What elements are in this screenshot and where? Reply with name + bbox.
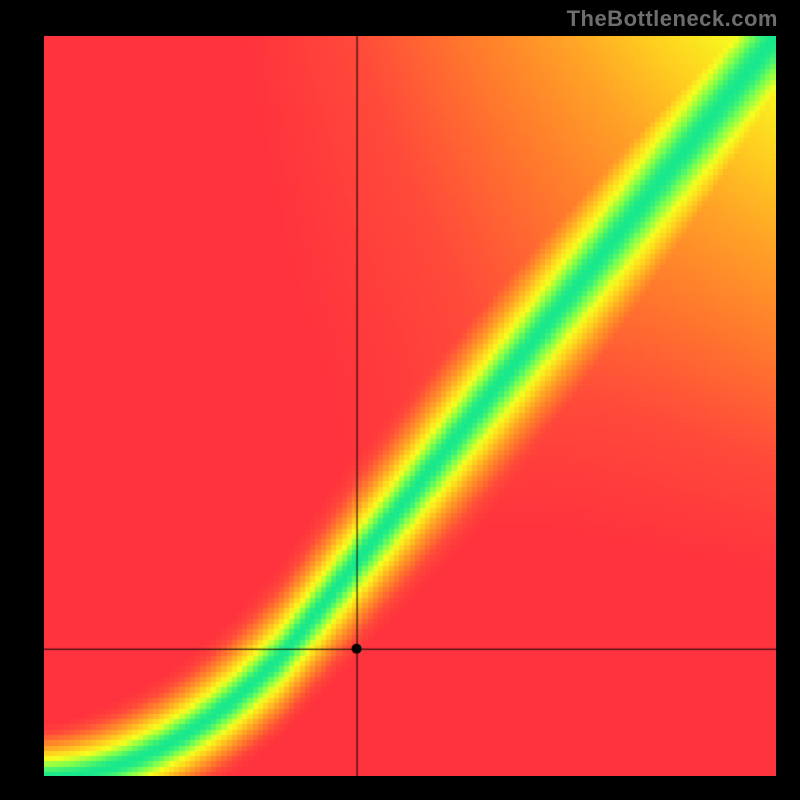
watermark-text: TheBottleneck.com	[567, 6, 778, 32]
bottleneck-heatmap-canvas	[44, 36, 776, 776]
